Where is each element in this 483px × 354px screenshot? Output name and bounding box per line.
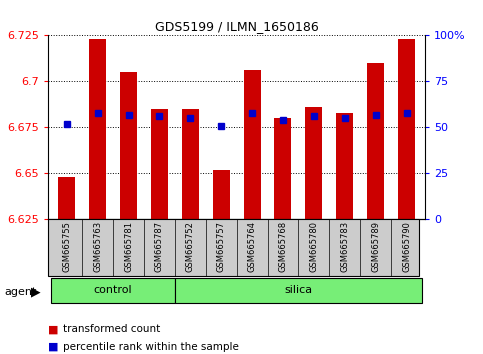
Text: GSM665781: GSM665781 <box>124 221 133 272</box>
Text: ■: ■ <box>48 324 59 334</box>
Bar <box>336 113 353 219</box>
Bar <box>151 109 168 219</box>
Bar <box>51 278 175 303</box>
Text: ■: ■ <box>48 342 59 352</box>
Text: GSM665763: GSM665763 <box>93 221 102 272</box>
Text: GSM665755: GSM665755 <box>62 221 71 272</box>
Bar <box>120 72 137 219</box>
Text: control: control <box>94 285 132 295</box>
Text: transformed count: transformed count <box>63 324 160 334</box>
Text: GSM665783: GSM665783 <box>340 221 349 272</box>
Text: GSM665789: GSM665789 <box>371 221 380 272</box>
Text: silica: silica <box>284 285 313 295</box>
Text: GSM665768: GSM665768 <box>279 221 287 272</box>
Bar <box>89 39 106 219</box>
Title: GDS5199 / ILMN_1650186: GDS5199 / ILMN_1650186 <box>155 20 319 33</box>
Bar <box>213 170 230 219</box>
Bar <box>175 278 422 303</box>
Bar <box>305 107 322 219</box>
Text: GSM665752: GSM665752 <box>186 221 195 272</box>
Bar <box>58 177 75 219</box>
Text: GSM665764: GSM665764 <box>248 221 256 272</box>
Bar <box>274 118 291 219</box>
Bar <box>398 39 415 219</box>
Text: percentile rank within the sample: percentile rank within the sample <box>63 342 239 352</box>
Text: GSM665790: GSM665790 <box>402 221 411 272</box>
Text: GSM665780: GSM665780 <box>310 221 318 272</box>
Bar <box>243 70 261 219</box>
Text: GSM665757: GSM665757 <box>217 221 226 272</box>
Text: agent: agent <box>5 287 37 297</box>
Text: GSM665787: GSM665787 <box>155 221 164 272</box>
Text: ▶: ▶ <box>31 286 41 298</box>
Bar <box>367 63 384 219</box>
Bar <box>182 109 199 219</box>
